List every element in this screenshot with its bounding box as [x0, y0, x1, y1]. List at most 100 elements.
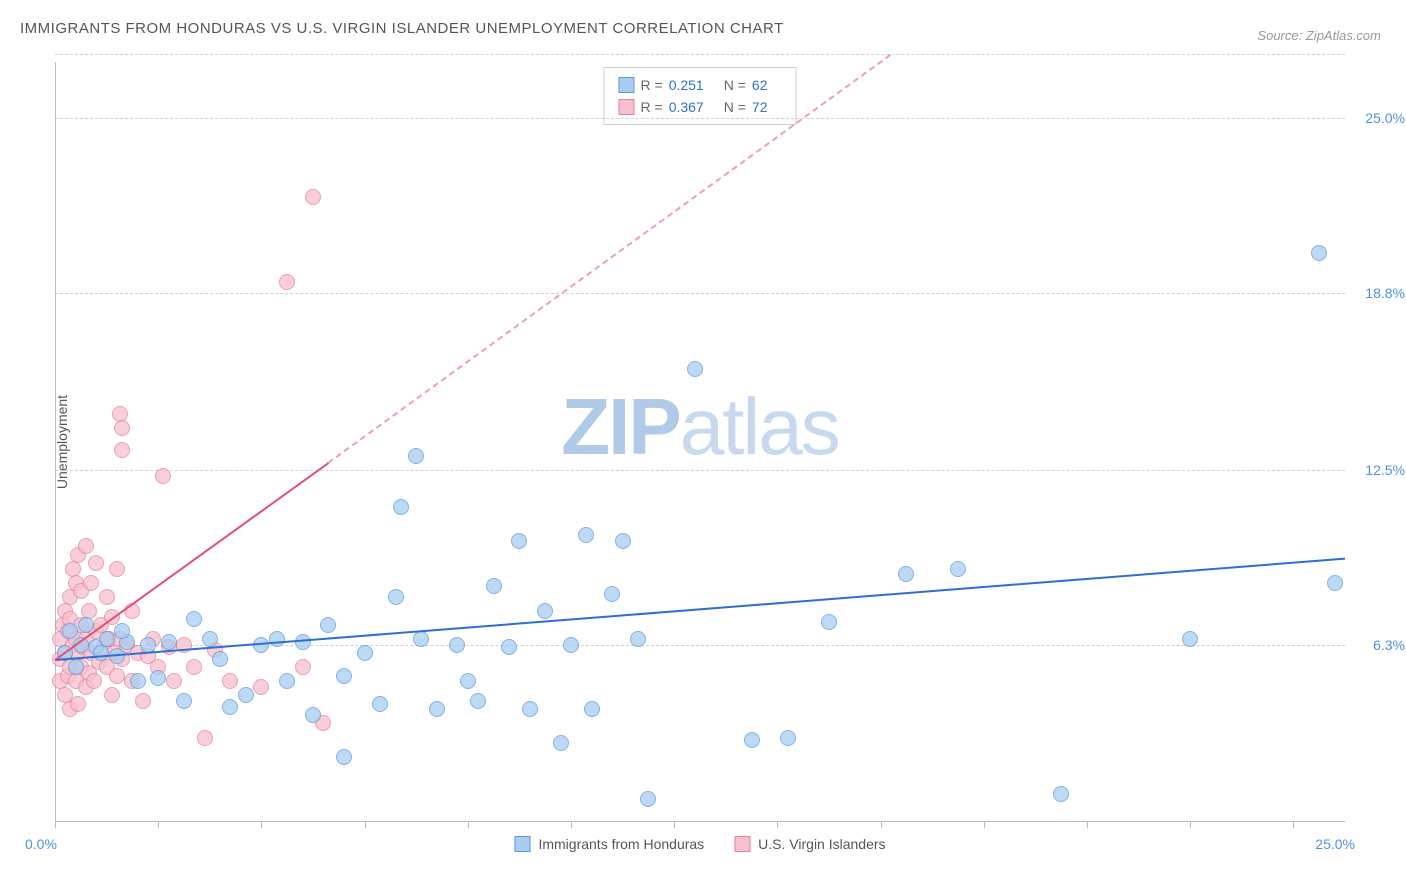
x-tick-mark [1087, 822, 1088, 828]
scatter-point-blue [336, 749, 352, 765]
scatter-point-blue [687, 361, 703, 377]
scatter-point-blue [1182, 631, 1198, 647]
scatter-point-blue [357, 645, 373, 661]
scatter-point-pink [186, 659, 202, 675]
legend-r-value: 0.251 [669, 74, 704, 96]
scatter-point-blue [821, 614, 837, 630]
scatter-point-pink [88, 555, 104, 571]
x-axis-max-label: 25.0% [1315, 836, 1355, 852]
x-tick-mark [158, 822, 159, 828]
scatter-point-blue [1311, 245, 1327, 261]
x-tick-mark [984, 822, 985, 828]
legend-swatch [619, 99, 635, 115]
y-tick-label: 12.5% [1365, 462, 1405, 478]
scatter-point-blue [744, 732, 760, 748]
scatter-point-pink [295, 659, 311, 675]
gridline [55, 54, 1345, 55]
scatter-point-blue [68, 659, 84, 675]
legend-label: U.S. Virgin Islanders [758, 836, 885, 852]
scatter-point-blue [584, 701, 600, 717]
scatter-point-blue [429, 701, 445, 717]
scatter-point-blue [898, 566, 914, 582]
gridline [55, 470, 1345, 471]
chart-title: IMMIGRANTS FROM HONDURAS VS U.S. VIRGIN … [20, 20, 784, 37]
scatter-point-blue [393, 499, 409, 515]
scatter-point-blue [470, 693, 486, 709]
scatter-point-blue [161, 634, 177, 650]
scatter-point-blue [563, 637, 579, 653]
legend-r-label: R = [641, 96, 663, 118]
legend-swatch [619, 77, 635, 93]
legend-row: R = 0.251 N = 62 [619, 74, 782, 96]
legend-n-value: 62 [752, 74, 768, 96]
scatter-point-blue [501, 639, 517, 655]
scatter-point-blue [269, 631, 285, 647]
scatter-point-blue [93, 645, 109, 661]
scatter-point-blue [222, 699, 238, 715]
scatter-point-blue [279, 673, 295, 689]
legend-n-label: N = [724, 96, 746, 118]
scatter-point-pink [109, 561, 125, 577]
scatter-point-pink [222, 673, 238, 689]
scatter-point-pink [78, 538, 94, 554]
scatter-point-blue [780, 730, 796, 746]
scatter-point-blue [336, 668, 352, 684]
scatter-point-blue [950, 561, 966, 577]
scatter-point-blue [202, 631, 218, 647]
scatter-point-blue [212, 651, 228, 667]
scatter-point-blue [460, 673, 476, 689]
scatter-point-blue [449, 637, 465, 653]
scatter-point-pink [197, 730, 213, 746]
scatter-point-blue [114, 623, 130, 639]
source-link[interactable]: ZipAtlas.com [1306, 28, 1381, 43]
x-tick-mark [1293, 822, 1294, 828]
x-tick-mark [261, 822, 262, 828]
legend-r-label: R = [641, 74, 663, 96]
scatter-point-blue [305, 707, 321, 723]
scatter-point-blue [130, 673, 146, 689]
legend-item: U.S. Virgin Islanders [734, 836, 885, 852]
x-tick-mark [365, 822, 366, 828]
scatter-point-blue [388, 589, 404, 605]
gridline [55, 293, 1345, 294]
scatter-point-blue [1327, 575, 1343, 591]
legend-label: Immigrants from Honduras [538, 836, 704, 852]
scatter-point-blue [372, 696, 388, 712]
scatter-point-blue [176, 693, 192, 709]
x-tick-mark [1190, 822, 1191, 828]
scatter-point-pink [104, 687, 120, 703]
scatter-point-blue [640, 791, 656, 807]
scatter-point-pink [135, 693, 151, 709]
legend-swatch [734, 836, 750, 852]
scatter-point-blue [238, 687, 254, 703]
scatter-point-blue [186, 611, 202, 627]
scatter-point-pink [109, 668, 125, 684]
chart-container: IMMIGRANTS FROM HONDURAS VS U.S. VIRGIN … [0, 0, 1406, 892]
scatter-point-pink [86, 673, 102, 689]
scatter-point-blue [320, 617, 336, 633]
scatter-point-pink [305, 189, 321, 205]
scatter-point-pink [70, 696, 86, 712]
y-axis-label: Unemployment [54, 395, 70, 489]
legend-correlation: R =0.251N =62R =0.367N =72 [604, 67, 797, 125]
scatter-point-blue [413, 631, 429, 647]
legend-n-label: N = [724, 74, 746, 96]
plot-area: Unemployment 0.0% 25.0% ZIPatlas R =0.25… [55, 62, 1345, 822]
gridline [55, 118, 1345, 119]
scatter-point-blue [62, 623, 78, 639]
source-label: Source: ZipAtlas.com [1257, 28, 1381, 43]
scatter-point-blue [150, 670, 166, 686]
x-tick-mark [881, 822, 882, 828]
legend-row: R =0.367N =72 [619, 96, 782, 118]
scatter-point-blue [522, 701, 538, 717]
scatter-point-blue [604, 586, 620, 602]
x-tick-mark [674, 822, 675, 828]
scatter-point-pink [99, 589, 115, 605]
scatter-point-blue [578, 527, 594, 543]
watermark: ZIPatlas [561, 381, 838, 473]
legend-n-value: 72 [752, 96, 768, 118]
y-tick-label: 6.3% [1373, 637, 1405, 653]
y-tick-label: 18.8% [1365, 285, 1405, 301]
scatter-point-blue [553, 735, 569, 751]
scatter-point-blue [537, 603, 553, 619]
